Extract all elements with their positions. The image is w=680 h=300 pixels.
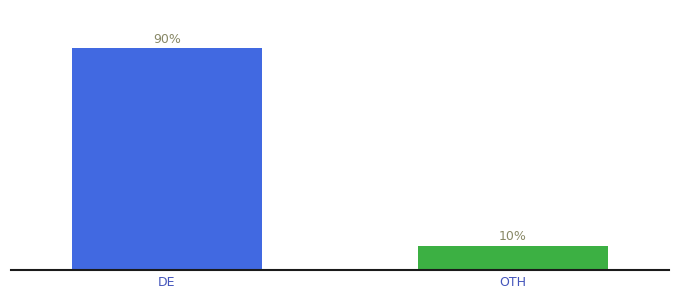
Text: 10%: 10% xyxy=(499,230,527,243)
Bar xyxy=(71,48,262,270)
Text: 90%: 90% xyxy=(153,33,181,46)
Bar xyxy=(418,246,609,270)
